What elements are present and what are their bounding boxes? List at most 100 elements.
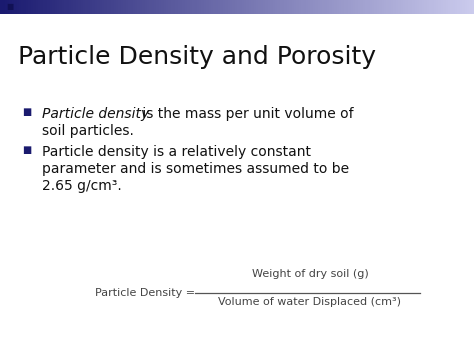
Bar: [100, 0, 103, 14]
Bar: [192, 0, 195, 14]
Bar: [465, 0, 468, 14]
Bar: [318, 0, 321, 14]
Bar: [128, 0, 131, 14]
Bar: [0, 0, 3, 14]
Bar: [410, 0, 413, 14]
Bar: [401, 0, 404, 14]
Bar: [320, 0, 323, 14]
Bar: [149, 0, 153, 14]
Bar: [220, 0, 224, 14]
Bar: [455, 0, 458, 14]
Bar: [431, 0, 435, 14]
Bar: [218, 0, 221, 14]
Bar: [393, 0, 397, 14]
Bar: [462, 0, 465, 14]
Bar: [40, 0, 44, 14]
Bar: [261, 0, 264, 14]
Bar: [301, 0, 304, 14]
Bar: [296, 0, 300, 14]
Bar: [356, 0, 359, 14]
Bar: [351, 0, 354, 14]
Bar: [239, 0, 243, 14]
Bar: [159, 0, 162, 14]
Bar: [448, 0, 451, 14]
Bar: [294, 0, 297, 14]
Bar: [325, 0, 328, 14]
Bar: [52, 0, 55, 14]
Bar: [412, 0, 416, 14]
Bar: [36, 0, 39, 14]
Bar: [92, 0, 96, 14]
Text: is the mass per unit volume of: is the mass per unit volume of: [138, 107, 354, 121]
Bar: [223, 0, 226, 14]
Bar: [19, 0, 22, 14]
Bar: [197, 0, 200, 14]
Bar: [199, 0, 202, 14]
Bar: [38, 0, 41, 14]
Bar: [21, 0, 25, 14]
Bar: [353, 0, 356, 14]
Bar: [374, 0, 378, 14]
Bar: [166, 0, 169, 14]
Bar: [287, 0, 290, 14]
Bar: [64, 0, 67, 14]
Bar: [334, 0, 337, 14]
Bar: [329, 0, 333, 14]
Bar: [81, 0, 84, 14]
Bar: [382, 0, 385, 14]
Bar: [308, 0, 311, 14]
Bar: [289, 0, 292, 14]
Bar: [315, 0, 319, 14]
Bar: [306, 0, 309, 14]
Text: Particle Density and Porosity: Particle Density and Porosity: [18, 45, 376, 69]
Bar: [230, 0, 233, 14]
Bar: [14, 0, 18, 14]
Bar: [337, 0, 340, 14]
Bar: [453, 0, 456, 14]
Bar: [258, 0, 262, 14]
Bar: [12, 0, 15, 14]
Bar: [339, 0, 342, 14]
Bar: [284, 0, 288, 14]
Bar: [363, 0, 366, 14]
Bar: [45, 0, 48, 14]
Bar: [182, 0, 186, 14]
Bar: [391, 0, 394, 14]
Bar: [123, 0, 127, 14]
Bar: [225, 0, 228, 14]
Bar: [76, 0, 79, 14]
Bar: [161, 0, 164, 14]
Bar: [59, 0, 63, 14]
Bar: [26, 0, 29, 14]
Bar: [346, 0, 349, 14]
Bar: [358, 0, 361, 14]
Bar: [405, 0, 409, 14]
Bar: [457, 0, 461, 14]
Bar: [467, 0, 470, 14]
Bar: [273, 0, 276, 14]
Bar: [62, 0, 65, 14]
Bar: [111, 0, 115, 14]
Bar: [403, 0, 406, 14]
Bar: [469, 0, 473, 14]
Bar: [322, 0, 326, 14]
Bar: [384, 0, 387, 14]
Bar: [386, 0, 390, 14]
Bar: [164, 0, 167, 14]
Text: Particle density: Particle density: [42, 107, 149, 121]
Bar: [57, 0, 60, 14]
Bar: [228, 0, 231, 14]
Bar: [460, 0, 463, 14]
Bar: [292, 0, 295, 14]
Bar: [367, 0, 371, 14]
Bar: [88, 0, 91, 14]
Bar: [168, 0, 172, 14]
Bar: [173, 0, 176, 14]
Bar: [268, 0, 271, 14]
Bar: [47, 0, 51, 14]
Bar: [419, 0, 423, 14]
Bar: [443, 0, 447, 14]
Bar: [55, 0, 58, 14]
Text: Volume of water Displaced (cm³): Volume of water Displaced (cm³): [219, 297, 401, 307]
Bar: [33, 0, 36, 14]
